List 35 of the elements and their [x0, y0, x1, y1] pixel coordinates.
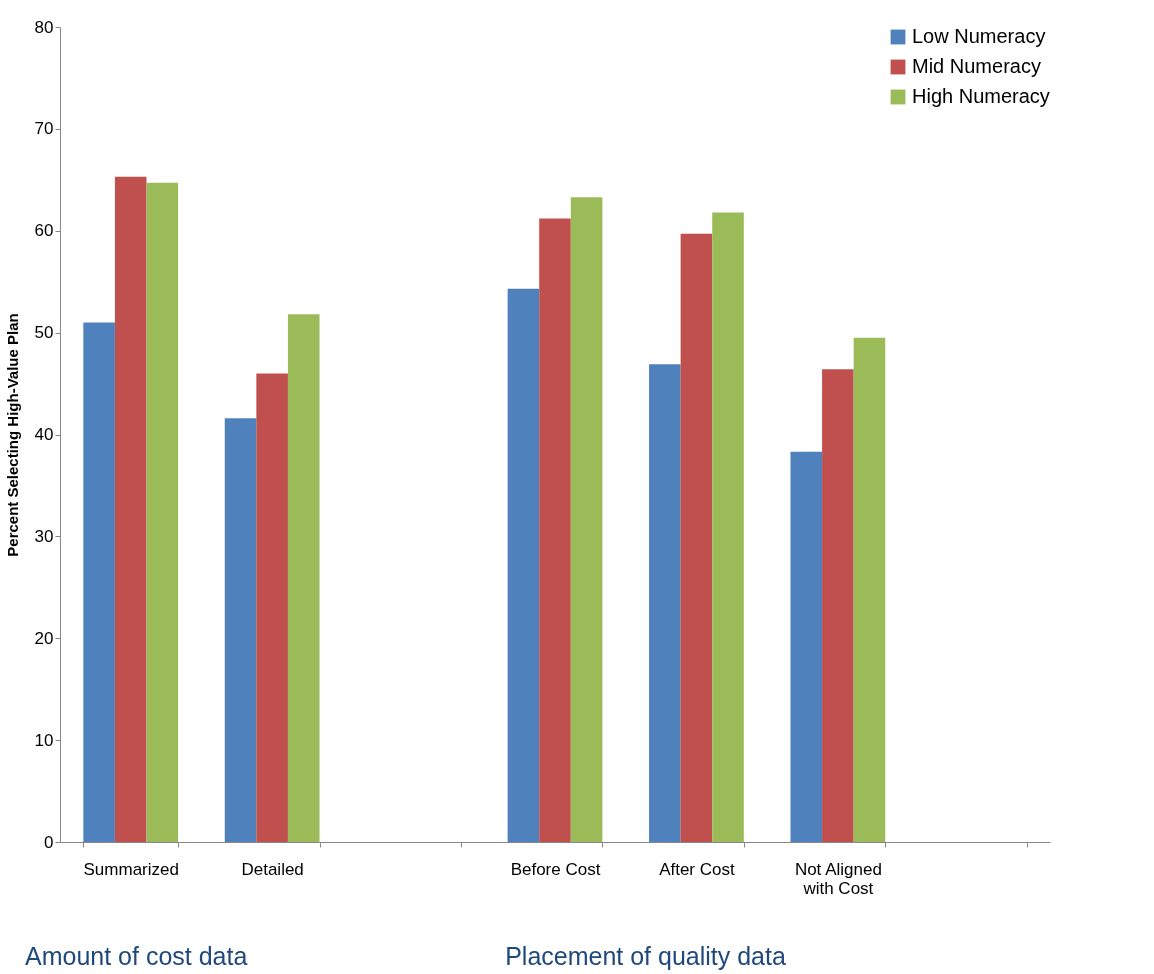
bar [224, 418, 257, 842]
y-tick-label: 70 [34, 119, 54, 139]
y-tick-label: 20 [34, 628, 54, 648]
bar [146, 182, 179, 842]
bar [649, 364, 681, 842]
y-axis-title: Percent Selecting High-Value Plan [3, 313, 21, 557]
bar [539, 218, 571, 842]
y-tick-label: 50 [34, 323, 54, 343]
bar [507, 288, 540, 842]
bar [712, 212, 744, 842]
text: Placement of quality data [505, 942, 786, 970]
legend-label: Low Numeracy [912, 25, 1046, 47]
bar [256, 373, 288, 842]
bar [114, 176, 147, 842]
text: Amount of cost data [25, 942, 248, 970]
x-tick-label: Detailed [241, 859, 304, 879]
y-tick-label: 0 [44, 832, 54, 852]
bar [570, 197, 603, 842]
legend-label: Mid Numeracy [912, 55, 1041, 77]
bar [680, 233, 713, 842]
y-tick-label: 80 [34, 17, 54, 37]
bar [853, 337, 886, 842]
y-tick-label: 40 [34, 425, 54, 444]
bar [83, 322, 115, 842]
y-tick-label: 10 [34, 730, 54, 750]
bar [790, 451, 823, 842]
x-tick-label: Summarized [83, 859, 179, 879]
y-tick-label: 30 [34, 526, 54, 546]
x-tick-label: Not Aligned with Cost [794, 859, 882, 898]
x-tick-label: Before Cost [510, 859, 601, 879]
legend-label: High Numeracy [912, 85, 1050, 107]
x-tick-label: After Cost [659, 859, 735, 879]
bar [822, 369, 854, 842]
bar [287, 314, 320, 842]
y-tick-label: 60 [34, 221, 54, 241]
